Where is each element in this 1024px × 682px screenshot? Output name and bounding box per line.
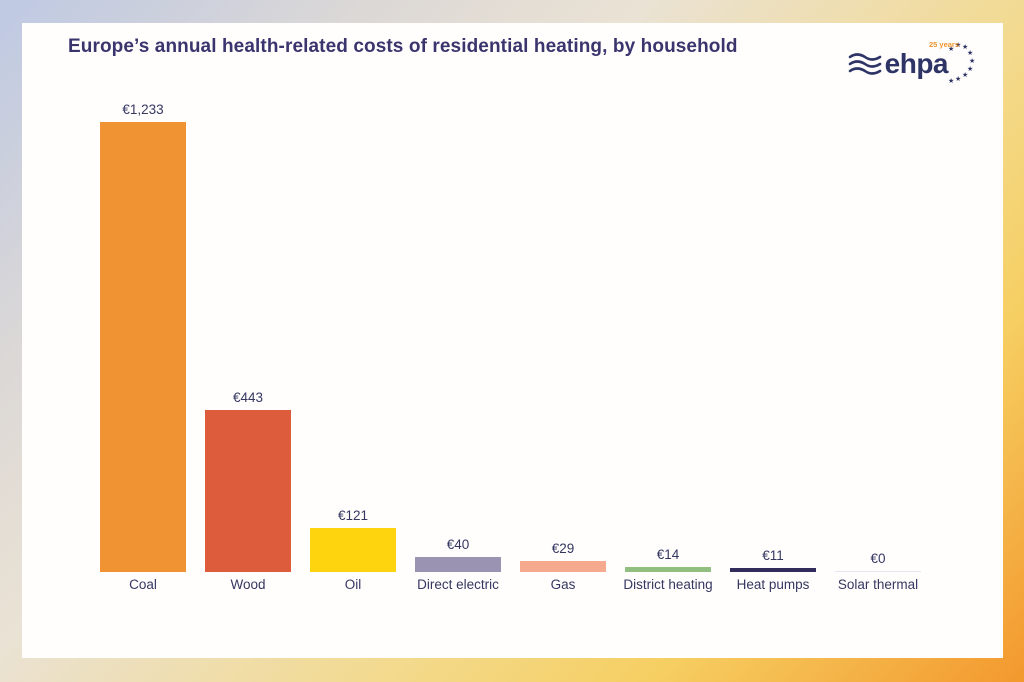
bar-column-wood: €443 Wood: [205, 390, 291, 592]
waves-icon: [848, 53, 881, 75]
bar-value-label: €443: [232, 390, 264, 406]
chart-title: Europe’s annual health-related costs of …: [68, 36, 738, 57]
svg-text:★: ★: [955, 75, 961, 83]
bar-wood: [205, 410, 291, 572]
bar-coal: [100, 122, 186, 572]
bar-value-label: €14: [656, 546, 680, 562]
svg-text:★: ★: [967, 49, 973, 57]
logo-25-years-badge: 25 years: [928, 40, 959, 49]
category-label: Oil: [344, 577, 362, 592]
svg-text:★: ★: [948, 77, 954, 84]
bar-column-district-heating: €14 District heating: [623, 546, 712, 592]
svg-text:★: ★: [948, 45, 954, 53]
bar-value-label: €121: [337, 507, 369, 523]
bar-gas: [520, 561, 606, 572]
svg-text:★: ★: [967, 65, 973, 73]
bar-value-label: €1,233: [122, 102, 164, 117]
bar-column-oil: €121 Oil: [310, 507, 396, 592]
bar-value-label: €40: [446, 537, 470, 553]
bar-column-coal: €1,233 Coal: [100, 102, 186, 592]
chart-card: Europe’s annual health-related costs of …: [22, 23, 1003, 658]
bar-column-solar-thermal: €0 Solar thermal: [835, 551, 921, 592]
bar-oil: [310, 527, 396, 572]
eu-stars-icon: ★ ★ ★ ★ ★ ★ ★ ★ ★: [948, 41, 975, 84]
svg-text:★: ★: [955, 41, 961, 49]
svg-text:★: ★: [969, 57, 975, 65]
category-label: Solar thermal: [837, 577, 919, 592]
logo-brand-text: ehpa: [884, 48, 949, 79]
bar-value-label: €29: [551, 541, 575, 557]
svg-text:★: ★: [962, 71, 968, 79]
bar-value-label: €0: [870, 551, 886, 566]
category-label: Gas: [550, 577, 576, 592]
bar-heat-pumps: [730, 568, 816, 572]
svg-text:★: ★: [962, 43, 968, 51]
category-label: Heat pumps: [736, 577, 810, 592]
category-label: Direct electric: [417, 577, 499, 592]
category-label: District heating: [623, 577, 713, 592]
bar-direct-electric: [415, 557, 501, 572]
bar-district-heating: [625, 566, 711, 572]
bar-column-heat-pumps: €11 Heat pumps: [730, 548, 816, 592]
bar-solar-thermal: [835, 571, 921, 572]
bar-column-gas: €29 Gas: [520, 541, 606, 592]
category-label: Coal: [129, 577, 157, 592]
ehpa-logo: ehpa 25 years ★ ★ ★ ★ ★ ★ ★ ★ ★: [848, 37, 975, 85]
bar-column-direct-electric: €40 Direct electric: [415, 537, 501, 592]
category-label: Wood: [230, 577, 266, 592]
bar-value-label: €11: [762, 548, 784, 563]
bar-chart: €1,233 Coal €443 Wood €121 Oil €40 Direct elect…: [22, 23, 1003, 658]
